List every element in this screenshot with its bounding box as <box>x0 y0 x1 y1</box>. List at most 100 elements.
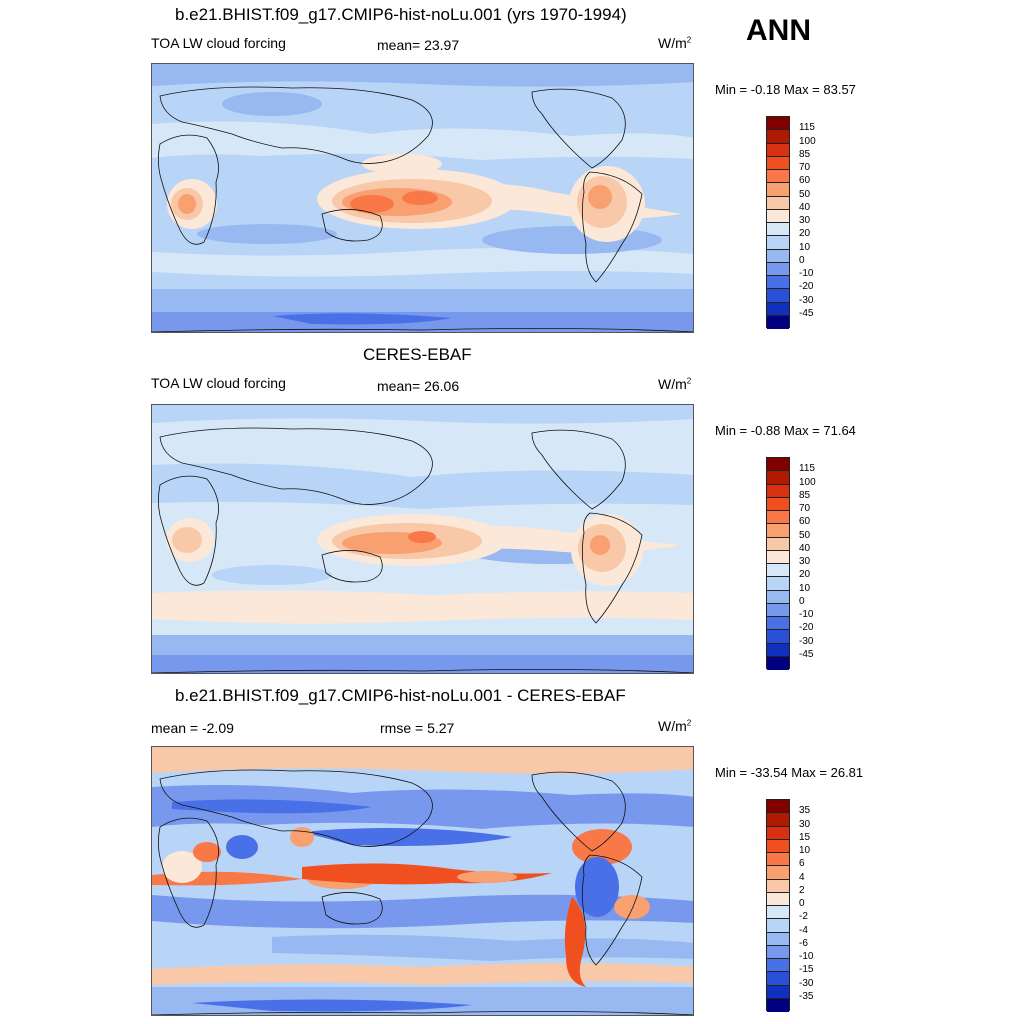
colorbar-level-label: 85 <box>799 489 811 501</box>
colorbar-level-label: 40 <box>799 542 811 554</box>
colorbar-level-label: -45 <box>799 648 814 660</box>
panel1-title: b.e21.BHIST.f09_g17.CMIP6-hist-noLu.001 … <box>175 5 627 24</box>
colorbar-level-label: 30 <box>799 215 811 226</box>
panel3-minmax: Min = -33.54 Max = 26.81 <box>715 765 864 780</box>
colorbar-level-label: 4 <box>799 871 805 883</box>
colorbar-level-label: 30 <box>799 818 811 830</box>
panel1-field-label: TOA LW cloud forcing <box>151 35 286 51</box>
colorbar-swatch <box>767 853 789 867</box>
colorbar-level-label: -15 <box>799 964 814 976</box>
colorbar-swatch <box>767 906 789 920</box>
colorbar-swatch <box>767 590 789 604</box>
colorbar-level-label: 15 <box>799 831 811 843</box>
colorbar-swatch <box>767 813 789 827</box>
colorbar-swatch <box>767 117 789 131</box>
colorbar-level-label: 10 <box>799 241 811 253</box>
colorbar-swatch <box>767 484 789 498</box>
colorbar-swatch <box>767 564 789 578</box>
colorbar-level-label: -30 <box>799 635 814 647</box>
season-label: ANN <box>746 14 811 47</box>
colorbar-swatch <box>767 143 789 157</box>
colorbar-level-label: 60 <box>799 516 811 528</box>
colorbar-level-label: 35 <box>799 805 811 817</box>
colorbar-swatch <box>767 524 789 538</box>
colorbar-level-label: 20 <box>799 228 811 240</box>
colorbar-level-label: -2 <box>799 911 808 923</box>
colorbar-swatch <box>767 315 789 329</box>
colorbar-level-label: -10 <box>799 268 814 279</box>
panel2-colorbar <box>766 457 790 670</box>
colorbar-level-label: 10 <box>799 582 811 594</box>
panel3-colorbar <box>766 799 790 1012</box>
colorbar-swatch <box>767 249 789 263</box>
panel2-mean-label: mean= 26.06 <box>377 378 460 394</box>
colorbar-level-label: -10 <box>799 951 814 962</box>
colorbar-swatch <box>767 196 789 210</box>
colorbar-level-label: 60 <box>799 175 811 187</box>
colorbar-level-label: -45 <box>799 307 814 319</box>
panel2-title: CERES-EBAF <box>363 345 472 364</box>
colorbar-level-label: -20 <box>799 622 814 634</box>
colorbar-swatch <box>767 972 789 986</box>
colorbar-swatch <box>767 998 789 1012</box>
colorbar-swatch <box>767 603 789 617</box>
colorbar-level-label: 10 <box>799 845 811 856</box>
colorbar-level-label: 20 <box>799 569 811 581</box>
colorbar-swatch <box>767 985 789 999</box>
colorbar-level-label: 40 <box>799 201 811 213</box>
colorbar-level-label: 0 <box>799 254 805 266</box>
colorbar-swatch <box>767 497 789 511</box>
panel2-map <box>151 404 694 674</box>
panel1-colorbar <box>766 116 790 329</box>
colorbar-swatch <box>767 183 789 197</box>
colorbar-level-label: 70 <box>799 503 811 514</box>
colorbar-swatch <box>767 959 789 973</box>
colorbar-swatch <box>767 932 789 946</box>
colorbar-swatch <box>767 630 789 644</box>
colorbar-swatch <box>767 945 789 959</box>
colorbar-level-label: 0 <box>799 595 805 607</box>
colorbar-swatch <box>767 656 789 670</box>
colorbar-swatch <box>767 879 789 893</box>
colorbar-level-label: -30 <box>799 977 814 989</box>
panel3-map <box>151 746 694 1016</box>
colorbar-level-label: 6 <box>799 858 805 870</box>
colorbar-swatch <box>767 458 789 472</box>
colorbar-level-label: -30 <box>799 294 814 306</box>
colorbar-level-label: 0 <box>799 898 805 909</box>
panel1-units: W/m2 <box>658 35 692 51</box>
colorbar-swatch <box>767 537 789 551</box>
colorbar-swatch <box>767 209 789 223</box>
colorbar-swatch <box>767 892 789 906</box>
panel1-mean-label: mean= 23.97 <box>377 37 460 53</box>
colorbar-swatch <box>767 643 789 657</box>
colorbar-level-label: 50 <box>799 188 811 200</box>
panel1-map <box>151 63 694 333</box>
panel2-field-label: TOA LW cloud forcing <box>151 375 286 391</box>
colorbar-level-label: 100 <box>799 476 816 488</box>
colorbar-swatch <box>767 617 789 631</box>
panel3-rmse-label: rmse = 5.27 <box>380 720 455 736</box>
colorbar-level-label: 115 <box>799 122 815 134</box>
colorbar-level-label: 50 <box>799 529 811 541</box>
colorbar-swatch <box>767 130 789 144</box>
colorbar-swatch <box>767 550 789 564</box>
colorbar-level-label: 100 <box>799 135 816 147</box>
colorbar-swatch <box>767 262 789 276</box>
colorbar-swatch <box>767 276 789 290</box>
colorbar-swatch <box>767 577 789 591</box>
colorbar-swatch <box>767 223 789 237</box>
colorbar-swatch <box>767 471 789 485</box>
panel3-mean-label: mean = -2.09 <box>151 720 234 736</box>
colorbar-swatch <box>767 511 789 525</box>
panel3-title: b.e21.BHIST.f09_g17.CMIP6-hist-noLu.001 … <box>175 686 626 705</box>
colorbar-swatch <box>767 866 789 880</box>
colorbar-swatch <box>767 826 789 840</box>
colorbar-swatch <box>767 289 789 303</box>
colorbar-swatch <box>767 170 789 184</box>
colorbar-swatch <box>767 800 789 814</box>
colorbar-swatch <box>767 156 789 170</box>
colorbar-level-label: 85 <box>799 148 811 160</box>
colorbar-level-label: 30 <box>799 556 811 567</box>
panel3-units: W/m2 <box>658 718 692 734</box>
